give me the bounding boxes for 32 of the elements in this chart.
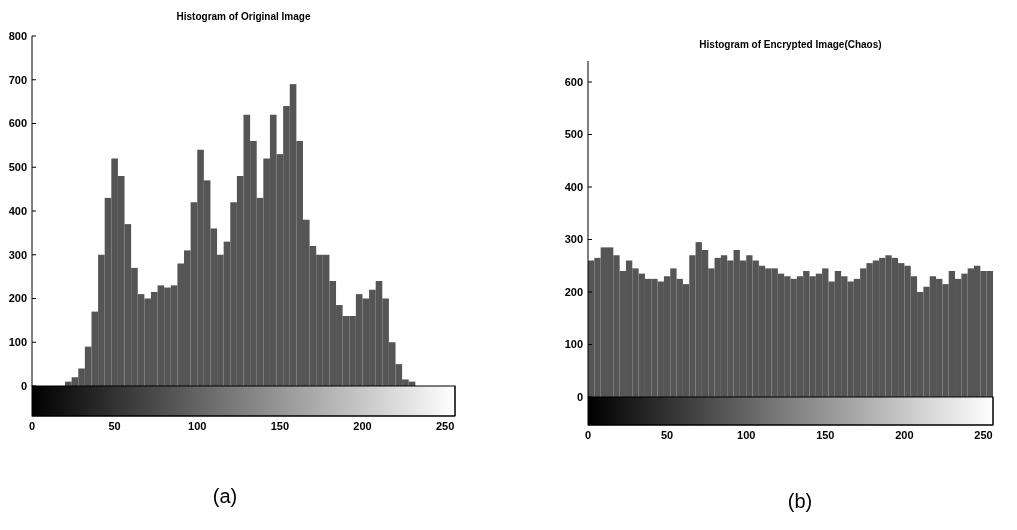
y-tick-label: 700 <box>8 73 27 86</box>
x-tick-label: 50 <box>108 420 121 432</box>
x-tick-label: 150 <box>816 429 835 441</box>
x-tick-label: 0 <box>28 420 36 432</box>
y-tick-label: 600 <box>564 75 583 88</box>
y-tick-label: 0 <box>576 390 583 403</box>
y-tick-label: 200 <box>8 292 27 305</box>
x-tick-label: 0 <box>584 429 592 441</box>
x-tick-label: 100 <box>188 420 207 432</box>
chart-title: Histogram of Original Image <box>176 11 311 22</box>
text: (a) <box>212 485 238 507</box>
x-tick-label: 200 <box>353 420 372 432</box>
y-tick-label: 800 <box>8 29 27 42</box>
y-tick-label: 600 <box>8 117 27 130</box>
x-tick-label: 50 <box>660 429 674 441</box>
y-tick-label: 500 <box>8 161 27 174</box>
x-tick-label: 150 <box>270 420 290 432</box>
y-tick-label: 0 <box>20 379 27 392</box>
x-tick-label: 200 <box>895 429 914 441</box>
x-tick-label: 250 <box>435 420 455 432</box>
y-tick-label: 400 <box>564 180 583 193</box>
y-tick-label: 500 <box>564 128 583 141</box>
text: (b) <box>787 490 813 512</box>
y-tick-label: 300 <box>8 248 27 261</box>
x-tick-label: 250 <box>974 429 993 441</box>
y-tick-label: 100 <box>564 338 583 351</box>
y-tick-label: 200 <box>564 285 583 298</box>
y-tick-label: 100 <box>8 336 27 349</box>
x-tick-label: 100 <box>737 429 756 441</box>
chart-title: Histogram of Encrypted Image(Chaos) <box>699 39 882 50</box>
y-tick-label: 400 <box>8 204 27 217</box>
y-tick-label: 300 <box>564 233 583 246</box>
